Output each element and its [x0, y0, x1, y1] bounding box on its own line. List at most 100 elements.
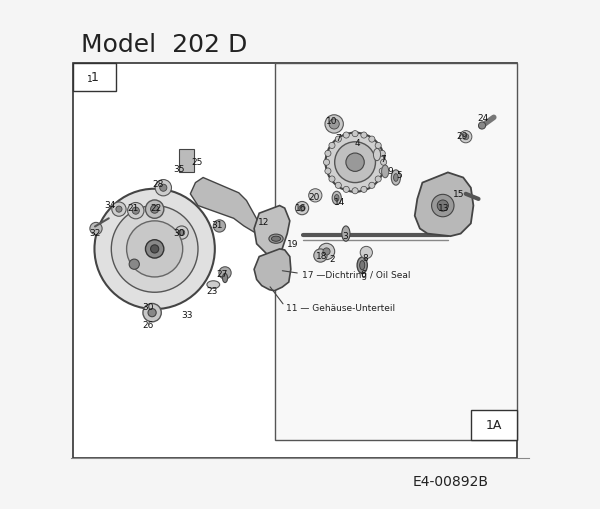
- Circle shape: [323, 248, 330, 256]
- Polygon shape: [415, 173, 473, 237]
- Circle shape: [175, 227, 188, 240]
- Ellipse shape: [359, 261, 365, 270]
- Circle shape: [325, 151, 331, 157]
- Circle shape: [478, 123, 485, 130]
- Circle shape: [155, 180, 172, 196]
- Text: 31: 31: [212, 220, 223, 230]
- Ellipse shape: [271, 237, 281, 242]
- Circle shape: [112, 206, 198, 293]
- Circle shape: [94, 189, 215, 309]
- Text: 25: 25: [191, 157, 203, 166]
- Circle shape: [360, 247, 373, 259]
- Text: 2: 2: [329, 254, 335, 263]
- Circle shape: [132, 208, 139, 215]
- Circle shape: [380, 160, 387, 166]
- Text: 22: 22: [151, 203, 162, 212]
- Circle shape: [375, 177, 381, 183]
- Text: 6: 6: [361, 269, 367, 278]
- Circle shape: [145, 240, 164, 259]
- Circle shape: [116, 207, 122, 213]
- Circle shape: [369, 137, 375, 143]
- Circle shape: [437, 201, 448, 212]
- Text: 5: 5: [397, 171, 403, 180]
- Circle shape: [128, 203, 144, 219]
- Text: E4-00892B: E4-00892B: [412, 474, 488, 488]
- Text: 16: 16: [295, 203, 307, 212]
- Text: 1: 1: [91, 71, 98, 84]
- Text: 20: 20: [308, 192, 320, 202]
- Text: 29: 29: [457, 132, 468, 141]
- Circle shape: [431, 195, 454, 217]
- Text: Model  202 D: Model 202 D: [81, 33, 247, 57]
- Text: 35: 35: [173, 164, 184, 174]
- Circle shape: [214, 220, 226, 233]
- Circle shape: [308, 189, 322, 203]
- Ellipse shape: [223, 274, 227, 283]
- Circle shape: [346, 154, 364, 172]
- Circle shape: [127, 221, 183, 277]
- Circle shape: [325, 116, 343, 134]
- Circle shape: [325, 133, 385, 192]
- Circle shape: [129, 260, 139, 270]
- Circle shape: [145, 201, 164, 219]
- Bar: [179, 150, 194, 173]
- Text: 1A: 1A: [485, 418, 502, 432]
- Circle shape: [90, 223, 102, 235]
- Text: 34: 34: [104, 200, 116, 209]
- Ellipse shape: [394, 174, 398, 182]
- Circle shape: [369, 183, 375, 189]
- Circle shape: [460, 131, 472, 144]
- Text: 33: 33: [181, 310, 193, 319]
- Circle shape: [112, 203, 126, 217]
- Text: 13: 13: [438, 203, 449, 212]
- Text: 15: 15: [454, 190, 465, 199]
- Circle shape: [179, 230, 185, 236]
- Text: 17 —Dichtring / Oil Seal: 17 —Dichtring / Oil Seal: [302, 270, 410, 279]
- Circle shape: [379, 151, 385, 157]
- Text: 30: 30: [173, 229, 184, 238]
- Circle shape: [352, 188, 358, 194]
- Text: 4: 4: [355, 139, 360, 148]
- Bar: [73, 64, 116, 92]
- Circle shape: [299, 206, 305, 212]
- Ellipse shape: [342, 227, 350, 242]
- Polygon shape: [254, 249, 291, 291]
- Circle shape: [463, 134, 469, 140]
- Circle shape: [361, 133, 367, 139]
- Text: 26: 26: [142, 320, 154, 329]
- Ellipse shape: [373, 149, 380, 161]
- Polygon shape: [190, 178, 259, 234]
- Polygon shape: [254, 206, 290, 257]
- Circle shape: [375, 143, 381, 149]
- Text: 27: 27: [217, 269, 228, 278]
- Text: 3: 3: [342, 231, 348, 240]
- Ellipse shape: [332, 192, 341, 205]
- Circle shape: [329, 143, 335, 149]
- Circle shape: [335, 143, 376, 183]
- Text: 7: 7: [380, 154, 385, 163]
- Bar: [73, 64, 517, 458]
- Text: 1: 1: [87, 74, 93, 83]
- Circle shape: [343, 187, 349, 193]
- Circle shape: [329, 177, 335, 183]
- Text: 7: 7: [335, 134, 341, 143]
- Circle shape: [151, 245, 159, 253]
- Text: 32: 32: [89, 229, 101, 238]
- Ellipse shape: [391, 171, 400, 186]
- Ellipse shape: [382, 166, 389, 178]
- Text: 10: 10: [326, 117, 337, 126]
- Text: 24: 24: [477, 114, 488, 123]
- Ellipse shape: [207, 281, 220, 289]
- Circle shape: [219, 267, 231, 279]
- Ellipse shape: [334, 195, 339, 202]
- Circle shape: [323, 160, 329, 166]
- Text: 23: 23: [206, 287, 218, 296]
- Text: 11 — Gehäuse-Unterteil: 11 — Gehäuse-Unterteil: [286, 303, 395, 312]
- Text: 12: 12: [257, 218, 269, 227]
- Text: 8: 8: [362, 253, 368, 263]
- Text: 9: 9: [387, 167, 392, 176]
- Ellipse shape: [357, 258, 367, 274]
- Text: 14: 14: [334, 197, 346, 207]
- Bar: [471, 410, 517, 440]
- Circle shape: [352, 131, 358, 137]
